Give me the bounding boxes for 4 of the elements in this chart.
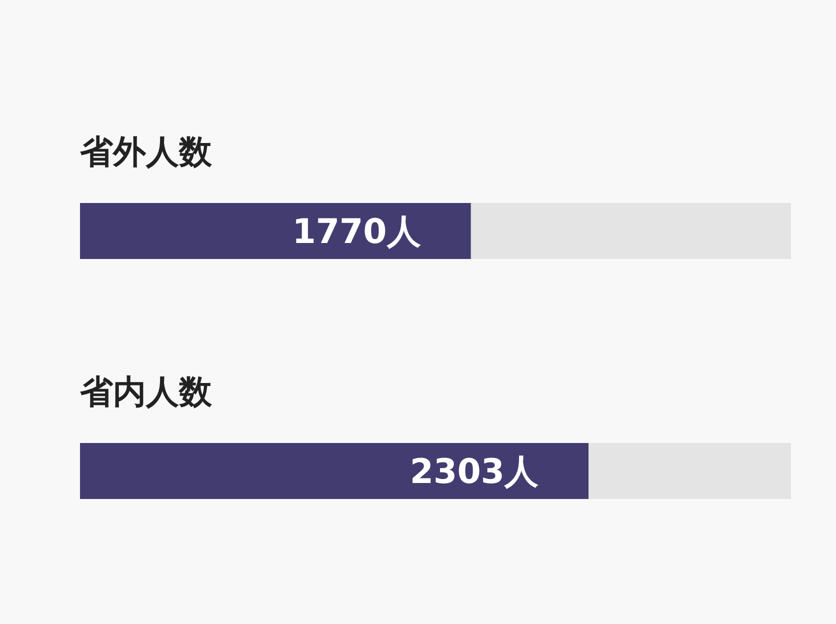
y-tick-label: 省外人数 [79,132,213,171]
y-tick-label: 省内人数 [79,372,213,411]
data-label: 1770人 [292,212,422,252]
data-label: 2303人 [410,452,540,492]
